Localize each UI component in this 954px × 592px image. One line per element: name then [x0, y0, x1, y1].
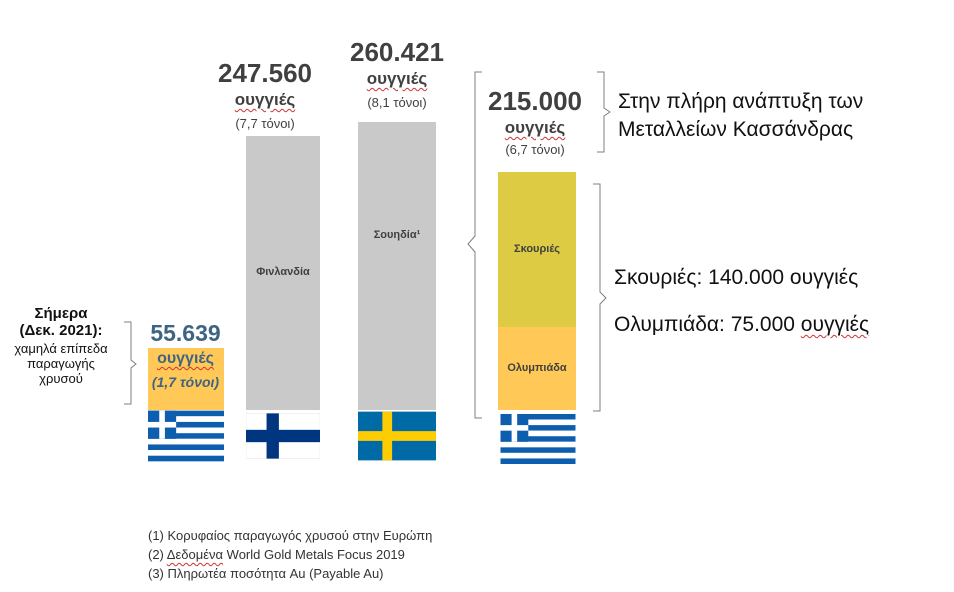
- greece-flag-stripe: [148, 421, 224, 428]
- greece-flag-cross-v: [159, 410, 165, 439]
- data-label-sweden-value: 260.421: [350, 37, 444, 67]
- greece-flag-icon: [148, 410, 224, 462]
- skouries-note-text: Σκουριές: 140.000: [614, 266, 790, 289]
- data-label-greece-unit: ουγγιές: [157, 350, 214, 367]
- footnote-2-word: Δεδομένα: [166, 547, 224, 562]
- greece-flag-stripe: [148, 416, 224, 422]
- bar-segment-olympiada: [498, 327, 576, 410]
- footnote-1: (1) Κορυφαίος παραγωγός χρυσού στην Ευρώ…: [148, 528, 433, 543]
- data-label-finland-unit: ουγγιές: [234, 90, 296, 109]
- olympiada-note-unit: ουγγιές: [800, 313, 870, 336]
- full-development-bracket: [597, 71, 611, 153]
- bar-sweden: [358, 122, 436, 410]
- footnote-3: (3) Πληρωτέα ποσότητα Au (Payable Au): [148, 566, 384, 581]
- bar-label-olympiada: Ολυμπιάδα: [507, 361, 567, 374]
- greece-flag-stripe: [500, 441, 576, 448]
- data-label-kassandra-value: 215.000: [488, 86, 582, 116]
- footnote-2-prefix: (2): [148, 547, 167, 562]
- data-label-greece-value: 55.639: [150, 320, 221, 346]
- greece-flag-stripe: [148, 450, 224, 456]
- bar-label-sweden: Σουηδία¹: [373, 229, 421, 241]
- today-note: Σήμερα (Δεκ. 2021): χαμηλά επίπεδα παραγ…: [0, 305, 122, 386]
- olympiada-note-text: Ολυμπιάδα: 75.000: [614, 313, 801, 336]
- today-bracket: [124, 321, 137, 405]
- footnote-2-rest: World Gold Metals Focus 2019: [223, 547, 405, 562]
- full-development-line2: Μεταλλείων Κασσάνδρας: [618, 118, 854, 141]
- greece-flag-stripe: [500, 452, 576, 459]
- greece-flag-stripe: [500, 436, 576, 442]
- today-note-title: Σήμερα: [34, 305, 88, 322]
- data-label-sweden-unit: ουγγιές: [366, 69, 428, 88]
- greece-flag-stripe: [500, 419, 576, 426]
- data-label-finland-tonnes: (7,7 τόνοι): [235, 116, 295, 131]
- bar-label-finland: Φινλανδία: [256, 266, 310, 279]
- greece-flag-stripe: [148, 427, 224, 434]
- kassandra-left-bracket: [467, 71, 482, 419]
- greece-flag-icon: [500, 414, 576, 464]
- segments-bracket: [593, 183, 607, 412]
- greece-flag-stripe: [148, 455, 224, 462]
- bar-greece-today: [148, 348, 224, 410]
- greece-flag-stripe: [500, 430, 576, 437]
- today-note-line5: χρυσού: [39, 371, 83, 386]
- greece-flag-stripe: [500, 414, 576, 420]
- skouries-note-unit: ουγγιές: [789, 266, 859, 289]
- greece-flag-stripe: [500, 447, 576, 453]
- skouries-note: Σκουριές: 140.000 ουγγιές: [614, 266, 858, 290]
- bar-label-skouries: Σκουριές: [513, 242, 561, 255]
- data-label-kassandra-tonnes: (6,7 τόνοι): [505, 142, 565, 157]
- today-note-date: (Δεκ. 2021):: [19, 322, 103, 339]
- sweden-flag-icon: [358, 411, 436, 461]
- full-development-line1: Στην πλήρη ανάπτυξη των: [618, 90, 864, 113]
- greece-flag-stripe: [148, 433, 224, 439]
- greece-flag-cross-v: [511, 414, 518, 442]
- bar-finland: [246, 136, 320, 410]
- greece-flag-stripe: [500, 458, 576, 464]
- data-label-finland-value: 247.560: [218, 58, 312, 88]
- data-label-kassandra-unit: ουγγιές: [504, 118, 566, 137]
- data-label-greece-tonnes: (1,7 τόνοι): [151, 374, 220, 390]
- today-note-line4: παραγωγής: [27, 356, 95, 371]
- today-note-line3: χαμηλά επίπεδα: [14, 341, 108, 356]
- greece-flag-stripe: [500, 425, 576, 431]
- greece-flag-stripe: [148, 438, 224, 445]
- finland-flag-icon: [246, 413, 320, 459]
- data-label-sweden-tonnes: (8,1 τόνοι): [367, 95, 427, 110]
- footnote-2: (2) Δεδομένα World Gold Metals Focus 201…: [148, 547, 405, 562]
- olympiada-note: Ολυμπιάδα: 75.000 ουγγιές: [614, 313, 869, 337]
- bar-segment-skouries: [498, 172, 576, 328]
- greece-flag-stripe: [148, 410, 224, 417]
- greece-flag-stripe: [148, 444, 224, 451]
